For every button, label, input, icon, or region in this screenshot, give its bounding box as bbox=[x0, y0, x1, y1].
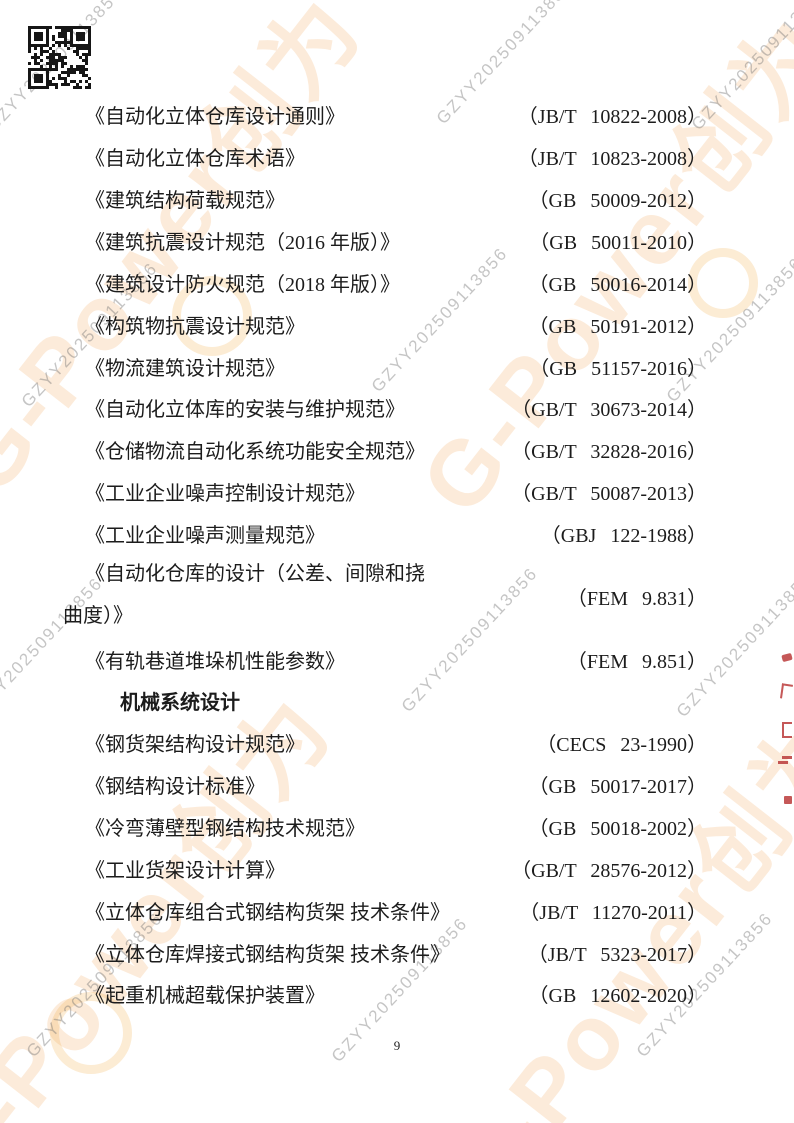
section-heading-row: 机械系统设计 bbox=[60, 680, 707, 722]
standard-title: 《工业货架设计计算》 bbox=[85, 859, 285, 882]
standard-code: （JB/T 10822-2008） bbox=[517, 106, 707, 129]
standard-title: 《立体仓库组合式钢结构货架 技术条件》 bbox=[85, 901, 450, 924]
standard-title: 《工业企业噪声控制设计规范》 bbox=[85, 483, 365, 506]
red-stamp-mark bbox=[780, 683, 793, 700]
standard-title: 《冷弯薄壁型钢结构技术规范》 bbox=[85, 818, 365, 841]
standard-code: （GB/T 50087-2013） bbox=[511, 483, 707, 506]
standard-title: 《工业企业噪声测量规范》 bbox=[85, 525, 325, 548]
standard-code: （CECS 23-1990） bbox=[536, 734, 707, 757]
standard-row: 《工业货架设计计算》 （GB/T 28576-2012） bbox=[60, 847, 707, 889]
standard-title: 《自动化立体库的安装与维护规范》 bbox=[85, 399, 405, 422]
standard-row: 《钢货架结构设计规范》 （CECS 23-1990） bbox=[60, 722, 707, 764]
standard-code: （GB 51157-2016） bbox=[529, 357, 707, 380]
standard-title-line2: 曲度）》 bbox=[63, 605, 133, 628]
standard-row: 《起重机械超载保护装置》 （GB 12602-2020） bbox=[60, 973, 707, 1015]
standard-row: 《建筑设计防火规范（2018 年版）》 （GB 50016-2014） bbox=[60, 261, 707, 303]
standard-row: 《仓储物流自动化系统功能安全规范》 （GB/T 32828-2016） bbox=[60, 429, 707, 471]
standard-code: （GB 50191-2012） bbox=[528, 315, 707, 338]
standard-row: 《建筑结构荷载规范》 （GB 50009-2012） bbox=[60, 178, 707, 220]
standard-row: 《建筑抗震设计规范（2016 年版）》 （GB 50011-2010） bbox=[60, 220, 707, 262]
section-heading: 机械系统设计 bbox=[120, 692, 240, 715]
standards-list: 《自动化立体仓库设计通则》 （JB/T 10822-2008） 《自动化立体仓库… bbox=[60, 94, 707, 1015]
standard-code: （GB/T 32828-2016） bbox=[511, 441, 707, 464]
standard-title: 《建筑设计防火规范（2018 年版）》 bbox=[85, 273, 400, 296]
standard-code: （JB/T 10823-2008） bbox=[517, 148, 707, 171]
standard-title-line1: 《自动化仓库的设计（公差、间隙和挠 bbox=[85, 563, 425, 586]
standard-code: （JB/T 11270-2011） bbox=[519, 901, 707, 924]
standard-title: 《起重机械超载保护装置》 bbox=[85, 985, 325, 1008]
red-stamp-mark bbox=[784, 796, 792, 804]
standard-title: 《自动化仓库的设计（公差、间隙和挠 曲度）》 bbox=[60, 554, 425, 638]
standard-row: 《自动化立体库的安装与维护规范》 （GB/T 30673-2014） bbox=[60, 387, 707, 429]
page-number: 9 bbox=[393, 1038, 401, 1053]
standard-row: 《钢结构设计标准》 （GB 50017-2017） bbox=[60, 764, 707, 806]
red-stamp-fragments bbox=[778, 648, 794, 823]
standard-code: （GBJ 122-1988） bbox=[540, 525, 707, 548]
standard-title: 《建筑抗震设计规范（2016 年版）》 bbox=[85, 232, 400, 254]
standard-title: 《构筑物抗震设计规范》 bbox=[85, 315, 305, 338]
standard-title: 《钢结构设计标准》 bbox=[85, 776, 265, 799]
standard-row: 《立体仓库组合式钢结构货架 技术条件》 （JB/T 11270-2011） bbox=[60, 889, 707, 931]
standard-title: 《物流建筑设计规范》 bbox=[85, 357, 285, 380]
standard-row-wrapped: 《自动化仓库的设计（公差、间隙和挠 曲度）》 （FEM 9.831） bbox=[60, 554, 707, 638]
standard-row: 《构筑物抗震设计规范》 （GB 50191-2012） bbox=[60, 303, 707, 345]
standard-title: 《立体仓库焊接式钢结构货架 技术条件》 bbox=[85, 943, 450, 966]
standard-code: （FEM 9.831） bbox=[566, 587, 707, 610]
standard-row: 《工业企业噪声测量规范》 （GBJ 122-1988） bbox=[60, 513, 707, 555]
qr-code-icon bbox=[28, 26, 91, 89]
red-stamp-mark bbox=[782, 756, 792, 759]
standard-code: （GB/T 28576-2012） bbox=[511, 859, 707, 882]
standard-code: （GB 50016-2014） bbox=[528, 273, 707, 296]
standard-title: 《钢货架结构设计规范》 bbox=[85, 734, 305, 757]
red-stamp-mark bbox=[782, 722, 792, 738]
standard-title: 《仓储物流自动化系统功能安全规范》 bbox=[85, 441, 425, 464]
standard-code: （GB 50009-2012） bbox=[528, 190, 707, 213]
standard-title: 《自动化立体仓库术语》 bbox=[85, 148, 305, 171]
standard-row: 《立体仓库焊接式钢结构货架 技术条件》 （JB/T 5323-2017） bbox=[60, 931, 707, 973]
standard-code: （JB/T 5323-2017） bbox=[527, 943, 707, 966]
standard-row: 《自动化立体仓库术语》 （JB/T 10823-2008） bbox=[60, 136, 707, 178]
standard-code: （GB 50017-2017） bbox=[528, 776, 707, 799]
standard-code: （GB 50011-2010） bbox=[529, 232, 707, 254]
standard-title: 《建筑结构荷载规范》 bbox=[85, 190, 285, 213]
standard-title: 《自动化立体仓库设计通则》 bbox=[85, 106, 345, 129]
standard-row: 《物流建筑设计规范》 （GB 51157-2016） bbox=[60, 345, 707, 387]
standard-title: 《有轨巷道堆垛机性能参数》 bbox=[85, 650, 345, 673]
standard-row: 《冷弯薄壁型钢结构技术规范》 （GB 50018-2002） bbox=[60, 806, 707, 848]
standard-code: （GB 12602-2020） bbox=[528, 985, 707, 1008]
red-stamp-mark bbox=[781, 652, 793, 663]
standard-row: 《工业企业噪声控制设计规范》 （GB/T 50087-2013） bbox=[60, 471, 707, 513]
standard-code: （GB 50018-2002） bbox=[528, 818, 707, 841]
standard-row: 《自动化立体仓库设计通则》 （JB/T 10822-2008） bbox=[60, 94, 707, 136]
standard-code: （FEM 9.851） bbox=[566, 650, 707, 673]
standard-row: 《有轨巷道堆垛机性能参数》 （FEM 9.851） bbox=[60, 638, 707, 680]
standard-code: （GB/T 30673-2014） bbox=[511, 399, 707, 422]
